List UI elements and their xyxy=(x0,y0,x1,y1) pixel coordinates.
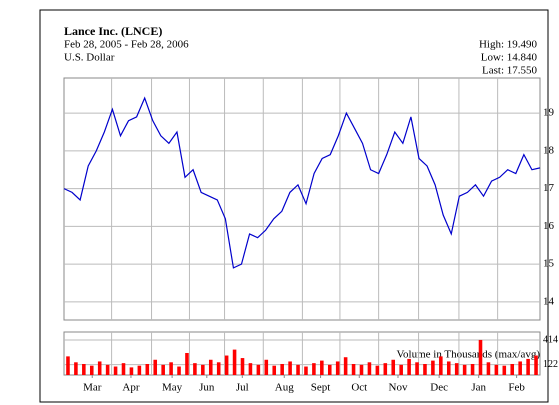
volume-bar xyxy=(454,363,459,375)
stat: Last: 17.550 xyxy=(482,65,537,77)
volume-bar xyxy=(534,355,538,375)
y-tick-label: 15 xyxy=(543,258,555,270)
y-tick-label: 122 xyxy=(543,359,558,370)
volume-bar xyxy=(105,364,110,375)
volume-bar xyxy=(224,355,229,375)
volume-bar xyxy=(351,363,356,375)
volume-bar xyxy=(89,365,94,375)
volume-bar xyxy=(486,362,491,375)
volume-bar xyxy=(201,364,205,375)
volume-bar xyxy=(97,361,102,375)
subtitle: Feb 28, 2005 - Feb 28, 2006 xyxy=(64,39,189,51)
volume-bar xyxy=(185,352,189,375)
y-tick-label: 414 xyxy=(543,334,558,345)
volume-bar xyxy=(66,356,70,375)
volume-bar xyxy=(82,363,86,375)
volume-bar xyxy=(121,363,126,375)
x-tick-label: Jun xyxy=(199,382,215,394)
volume-bar xyxy=(359,364,364,375)
volume-bar xyxy=(415,362,419,375)
volume-label: Volume in Thousands (max/avg) xyxy=(397,349,541,361)
x-tick-label: Aug xyxy=(275,382,294,394)
y-tick-label: 19 xyxy=(543,107,555,119)
volume-bar xyxy=(439,356,443,375)
stat: Low: 14.840 xyxy=(481,52,538,64)
volume-bar xyxy=(193,363,197,375)
frame xyxy=(39,9,549,403)
volume-bar xyxy=(391,359,396,375)
volume-bar xyxy=(113,366,118,375)
volume-bar xyxy=(161,364,165,375)
volume-bar xyxy=(216,362,221,375)
currency: U.S. Dollar xyxy=(64,52,115,64)
x-tick-label: Jul xyxy=(236,382,249,394)
volume-bar xyxy=(264,359,269,375)
volume-bar xyxy=(446,361,451,375)
x-tick-label: Apr xyxy=(122,382,139,394)
volume-bar xyxy=(375,365,380,375)
volume-bar xyxy=(169,362,173,375)
volume-bar xyxy=(431,360,435,375)
volume-bar xyxy=(312,363,316,375)
volume-bar xyxy=(502,365,507,375)
volume-bar xyxy=(153,359,158,375)
volume-bar xyxy=(137,365,142,375)
volume-bar xyxy=(518,361,522,375)
volume-bar xyxy=(177,366,181,375)
volume-bar xyxy=(256,364,261,375)
x-tick-label: Oct xyxy=(351,382,367,394)
volume-bar xyxy=(407,358,411,375)
volume-bar xyxy=(248,363,253,375)
volume-bar xyxy=(343,357,348,375)
volume-bar xyxy=(383,363,388,375)
volume-bar xyxy=(304,366,308,375)
y-tick-label: 18 xyxy=(543,144,555,156)
volume-bar xyxy=(462,364,467,375)
x-tick-label: Mar xyxy=(83,382,102,394)
volume-bar xyxy=(280,363,284,375)
volume-bar xyxy=(74,362,78,375)
price-line xyxy=(63,96,541,269)
volume-bar xyxy=(288,361,292,375)
volume-bar xyxy=(367,362,372,375)
volume-bar xyxy=(232,349,237,375)
stat: High: 19.490 xyxy=(479,39,538,51)
volume-bar xyxy=(145,363,150,375)
volume-bar xyxy=(327,364,332,375)
y-tick-label: 14 xyxy=(543,295,555,307)
volume-bar xyxy=(320,360,324,375)
volume-bar xyxy=(208,359,213,375)
x-tick-label: Sept xyxy=(311,382,331,394)
volume-bar xyxy=(240,358,245,375)
volume-bar xyxy=(423,363,427,375)
volume-bar xyxy=(335,361,340,375)
volume-bar xyxy=(494,364,499,375)
volume-bar xyxy=(526,358,530,375)
volume-bar xyxy=(399,364,403,375)
volume-bar xyxy=(478,339,483,375)
x-tick-label: Jan xyxy=(471,382,486,394)
y-tick-label: 16 xyxy=(543,220,555,232)
volume-bar xyxy=(470,363,475,375)
chart-title: Lance Inc. (LNCE) xyxy=(64,24,162,38)
volume-bar xyxy=(510,363,515,375)
volume-bar xyxy=(296,364,300,375)
x-tick-label: Nov xyxy=(389,382,408,394)
x-tick-label: Feb xyxy=(508,382,525,394)
volume-bar xyxy=(129,367,134,375)
x-tick-label: Dec xyxy=(430,382,448,394)
y-tick-label: 17 xyxy=(543,182,555,194)
volume-bar xyxy=(272,365,277,375)
x-tick-label: May xyxy=(162,382,183,394)
